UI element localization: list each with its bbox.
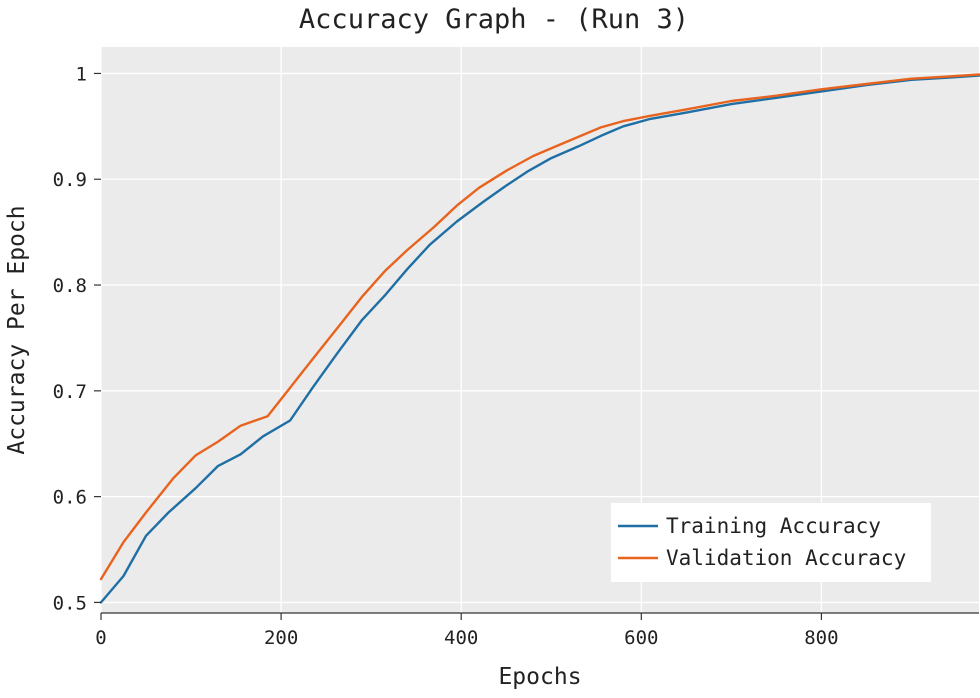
y-tick-label: 0.9 [53, 169, 87, 191]
chart-title: Accuracy Graph - (Run 3) [299, 4, 689, 35]
training-accuracy-line [99, 74, 980, 604]
series-layer [99, 73, 980, 604]
legend-box [611, 503, 931, 582]
y-tick-label: 1 [76, 63, 87, 85]
grid-lines [100, 47, 979, 613]
legend-label-training: Training Accuracy [666, 514, 881, 538]
y-tick-label: 0.7 [53, 381, 87, 403]
legend: Training Accuracy Validation Accuracy [611, 503, 931, 582]
x-tick-label: 200 [264, 627, 298, 649]
axes: 0 200 400 600 800 0.5 0.6 0.7 0.8 0.9 1 [53, 63, 979, 649]
legend-label-validation: Validation Accuracy [666, 546, 906, 570]
y-tick-label: 0.6 [53, 487, 87, 509]
x-axis-title: Epochs [498, 664, 581, 690]
x-tick-label: 800 [804, 627, 838, 649]
x-tick-label: 0 [95, 627, 106, 649]
y-tick-label: 0.5 [53, 592, 87, 614]
y-tick-label: 0.8 [53, 275, 87, 297]
x-tick-label: 400 [444, 627, 478, 649]
y-axis-title: Accuracy Per Epoch [4, 205, 30, 454]
x-tick-label: 600 [624, 627, 658, 649]
validation-accuracy-line [99, 73, 980, 581]
